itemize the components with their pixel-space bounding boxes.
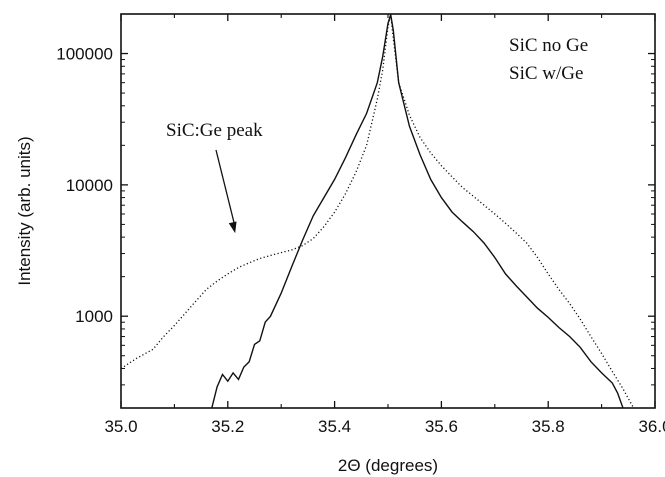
legend-entry-sic-w-ge: SiC w/Ge — [509, 63, 583, 84]
x-tick-label: 35.8 — [532, 417, 565, 436]
x-axis-title: 2Θ (degrees) — [338, 456, 438, 475]
annotation-label: SiC:Ge peak — [166, 120, 263, 141]
y-tick-label: 10000 — [66, 176, 113, 195]
legend-entry-sic-no-ge: SiC no Ge — [509, 35, 588, 56]
y-axis-title: Intensity (arb. units) — [15, 136, 34, 285]
x-tick-label: 35.4 — [318, 417, 351, 436]
annotation-arrow — [215, 149, 236, 228]
y-tick-label: 100000 — [56, 45, 113, 64]
annotation-arrowhead — [228, 221, 237, 234]
x-tick-label: 36.0 — [638, 417, 665, 436]
tick-layer: 35.0 35.2 35.4 35.6 35.8 36.0 1000 10000 100000 — [56, 13, 665, 436]
x-tick-label: 35.6 — [425, 417, 458, 436]
x-tick-label: 35.0 — [104, 417, 137, 436]
x-tick-label: 35.2 — [211, 417, 244, 436]
y-tick-label: 1000 — [75, 307, 113, 326]
